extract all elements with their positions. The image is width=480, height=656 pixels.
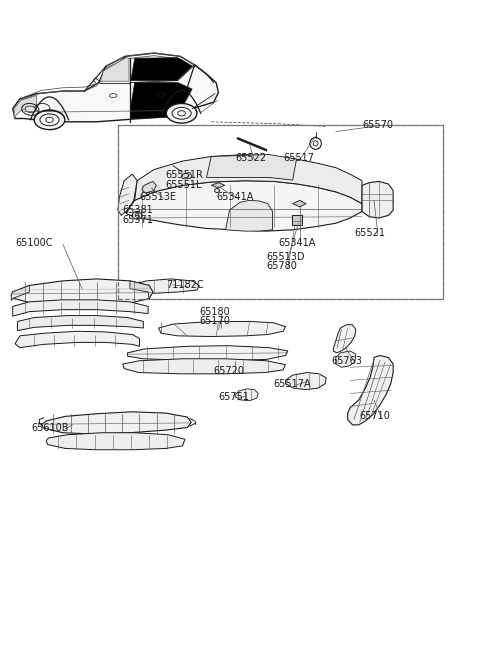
Polygon shape [135,155,362,203]
Polygon shape [226,200,273,231]
Text: 65780: 65780 [266,262,297,272]
Polygon shape [41,412,191,434]
Polygon shape [362,181,393,218]
Polygon shape [131,83,192,119]
Polygon shape [158,321,286,337]
Text: 71182C: 71182C [166,281,204,291]
Polygon shape [46,433,185,450]
Ellipse shape [132,211,142,219]
Ellipse shape [34,110,65,130]
Polygon shape [131,58,192,81]
Text: 65763: 65763 [331,356,362,366]
Polygon shape [206,155,297,180]
Polygon shape [235,389,258,401]
Text: 65710: 65710 [360,411,391,421]
Text: 65551R: 65551R [166,171,204,180]
Polygon shape [17,316,144,331]
Polygon shape [181,173,192,178]
Polygon shape [348,356,393,425]
Text: 65180: 65180 [199,306,230,317]
Polygon shape [11,285,29,300]
Polygon shape [100,58,129,81]
Bar [118,125,444,298]
Polygon shape [126,180,362,231]
Text: 65521: 65521 [355,228,386,238]
Text: 65371: 65371 [123,215,154,225]
Bar [118,125,444,298]
Text: 65170: 65170 [199,316,230,326]
Text: 65751: 65751 [218,392,250,401]
Text: 65517: 65517 [283,153,314,163]
Ellipse shape [25,106,36,113]
Text: 65381: 65381 [123,205,154,215]
Polygon shape [126,279,199,293]
Ellipse shape [166,104,197,123]
Text: 65551L: 65551L [166,180,202,190]
Polygon shape [333,325,356,353]
Polygon shape [336,351,356,367]
Text: 65100C: 65100C [15,238,52,248]
Polygon shape [211,182,225,188]
Polygon shape [293,200,306,207]
Text: 65341A: 65341A [278,238,316,248]
Bar [292,215,302,224]
Polygon shape [118,174,137,215]
Polygon shape [12,300,148,316]
Text: 65720: 65720 [214,365,245,375]
Polygon shape [15,331,140,348]
Text: 65610B: 65610B [32,422,69,432]
Text: 65513E: 65513E [140,192,177,202]
Polygon shape [123,359,286,374]
Polygon shape [11,279,153,307]
Text: 65341A: 65341A [216,192,253,202]
Text: 65570: 65570 [362,120,393,130]
Text: 65513D: 65513D [266,253,305,262]
Polygon shape [286,373,326,390]
Text: 65517A: 65517A [274,379,311,388]
Text: 65522: 65522 [235,153,266,163]
Polygon shape [12,53,218,122]
Polygon shape [142,181,156,193]
Polygon shape [128,346,288,361]
Polygon shape [130,281,153,298]
Polygon shape [14,96,36,117]
